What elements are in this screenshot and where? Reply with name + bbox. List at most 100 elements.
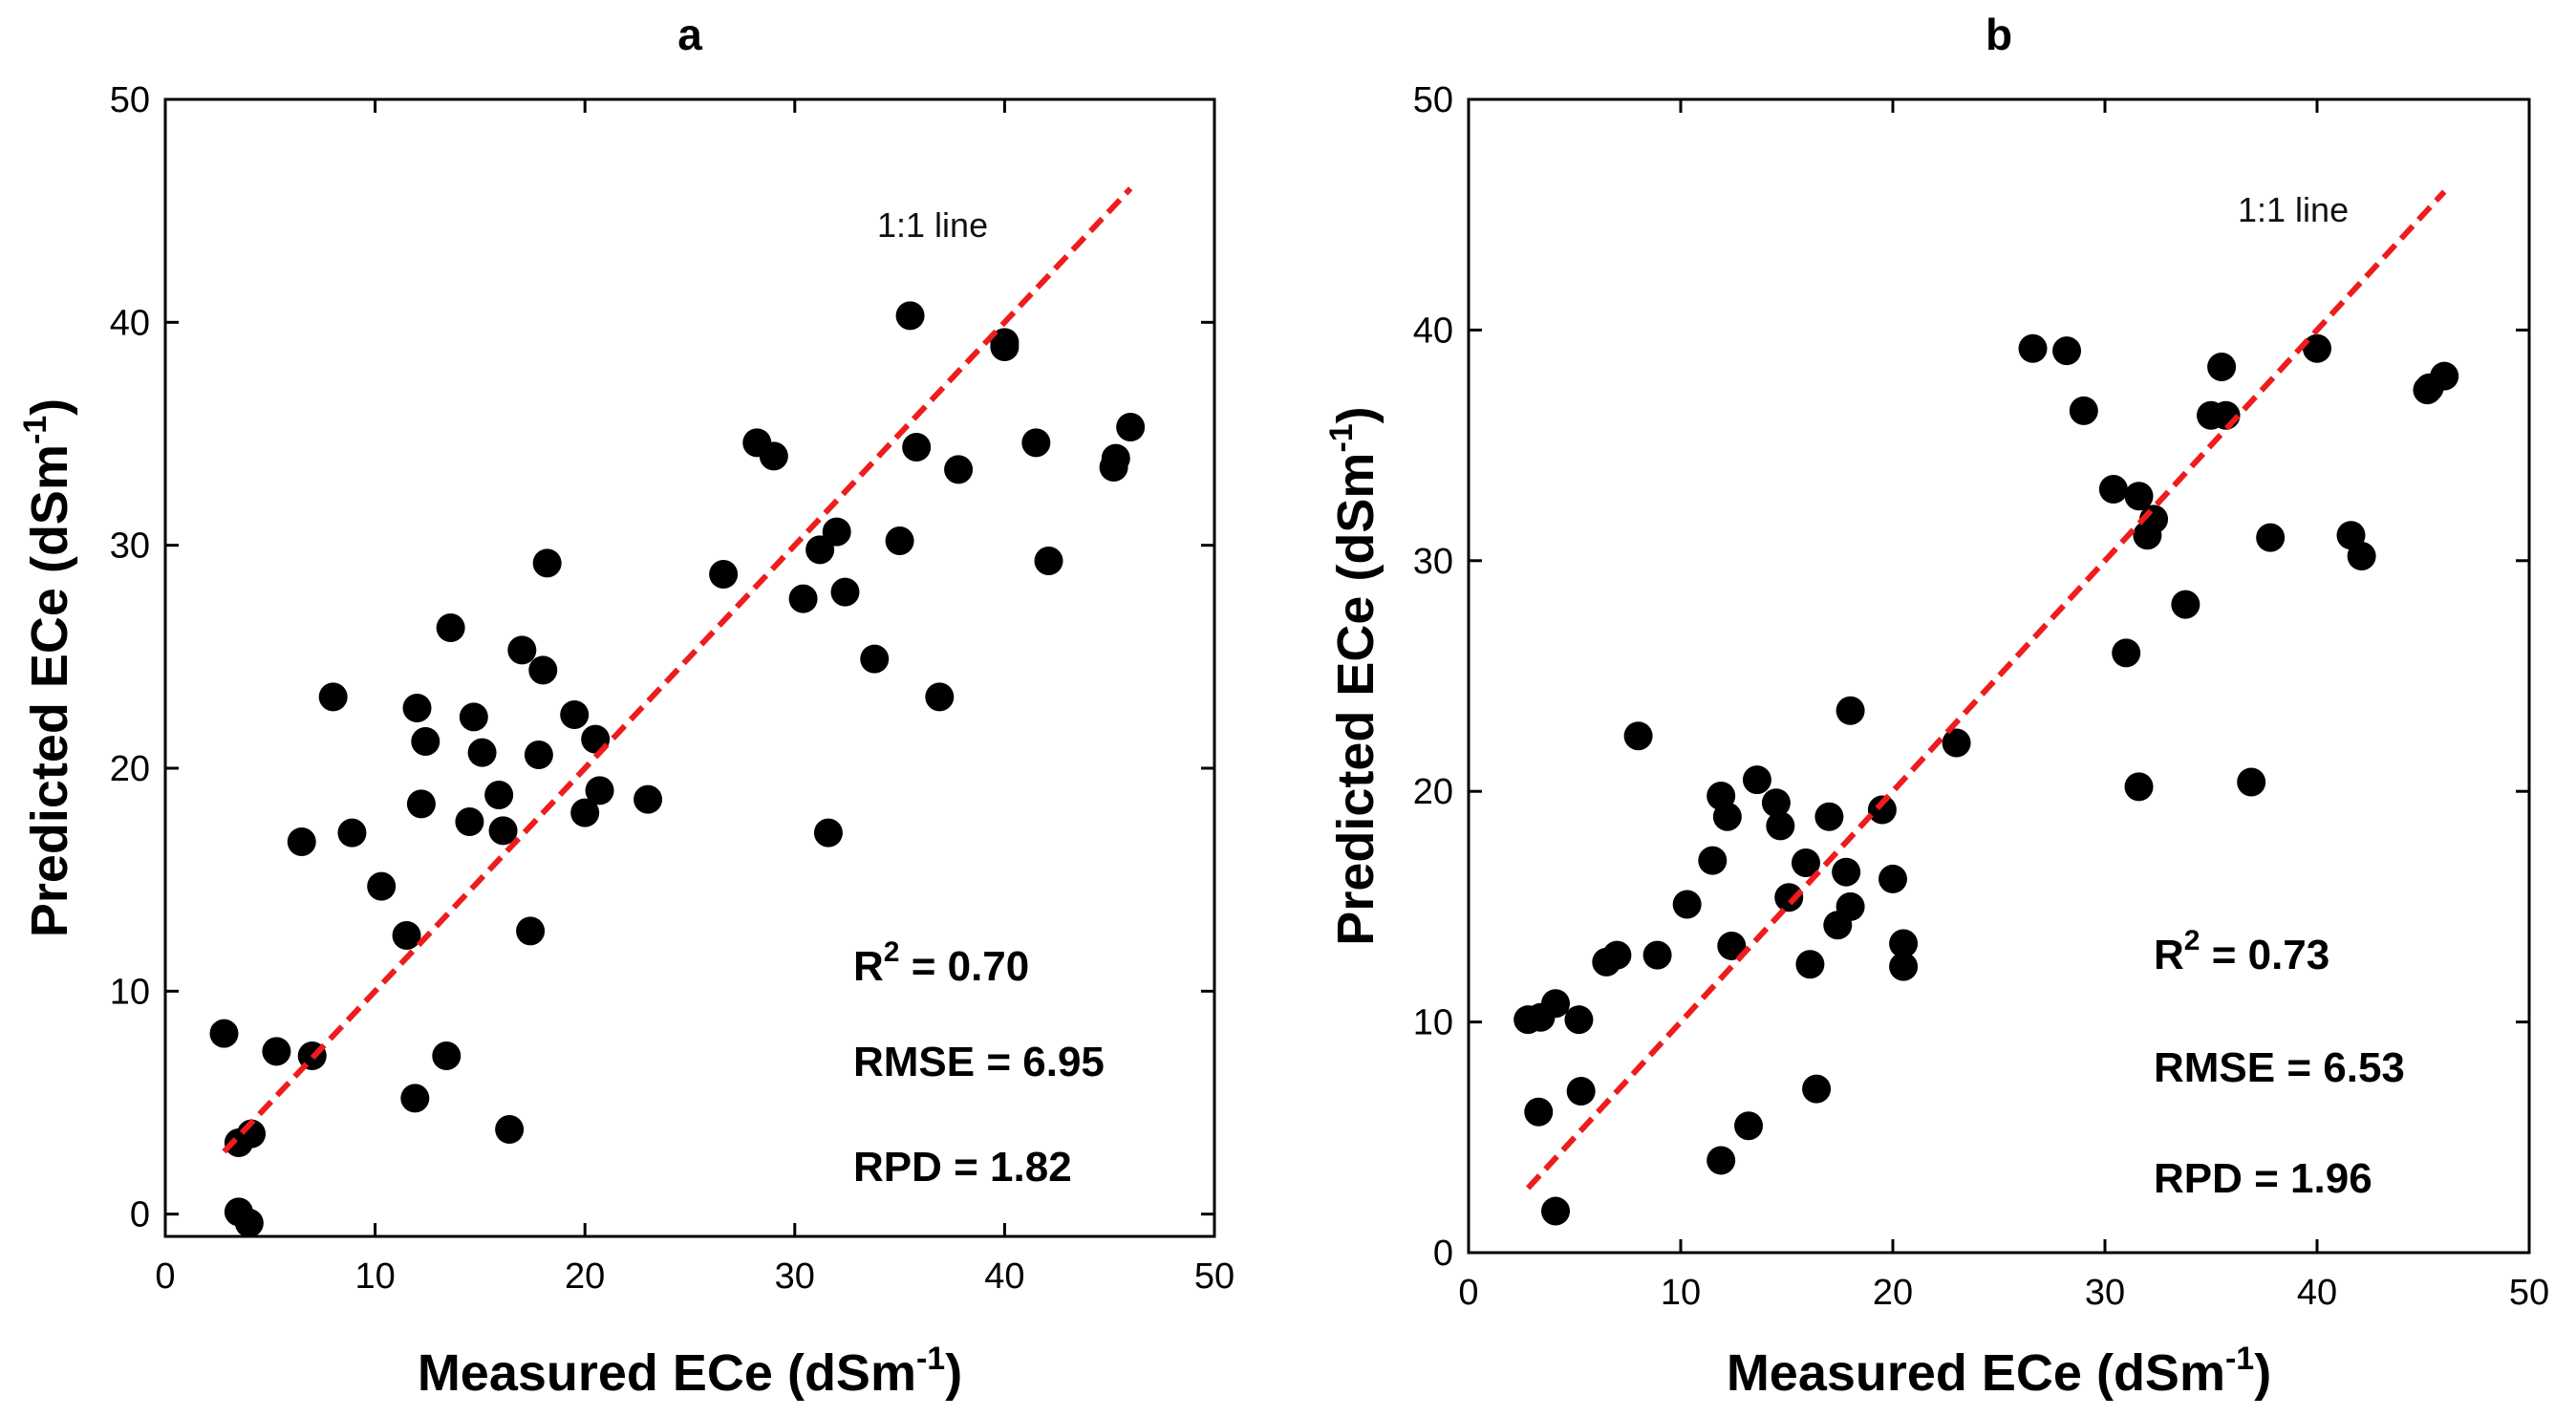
data-point xyxy=(2098,474,2128,504)
data-point xyxy=(860,644,890,674)
data-point xyxy=(1712,802,1742,831)
x-tick-label: 50 xyxy=(1194,1256,1234,1297)
data-point xyxy=(2207,353,2237,382)
x-tick-label: 0 xyxy=(155,1256,175,1297)
y-axis-label-close: ) xyxy=(1327,406,1385,423)
data-point xyxy=(455,807,484,836)
one-to-one-line xyxy=(222,186,1133,1154)
stat-label: RPD = 1.82 xyxy=(853,1144,1072,1191)
data-point xyxy=(2018,333,2048,363)
data-point xyxy=(1021,428,1051,458)
data-point xyxy=(1672,890,1702,919)
x-tick-label: 0 xyxy=(1458,1273,1478,1313)
data-point xyxy=(709,560,739,589)
data-point xyxy=(805,535,835,565)
y-tick-label: 10 xyxy=(1413,1003,1453,1043)
data-point xyxy=(2112,638,2141,668)
data-point xyxy=(633,784,663,814)
data-point xyxy=(1541,989,1571,1019)
data-point xyxy=(495,1115,525,1144)
data-point xyxy=(209,1019,239,1048)
data-point xyxy=(287,827,316,856)
stat-label: R2 = 0.73 xyxy=(2154,925,2329,978)
x-axis-label-close: ) xyxy=(2254,1344,2271,1402)
panel-title: a xyxy=(677,10,702,59)
data-point xyxy=(1623,721,1653,751)
data-point xyxy=(1742,765,1771,795)
x-axis-label: Measured ECe (dSm-1) xyxy=(418,1341,962,1402)
data-point xyxy=(367,871,397,901)
y-tick-label: 10 xyxy=(110,972,150,1012)
data-point xyxy=(436,613,465,642)
data-point xyxy=(944,455,974,484)
x-tick-label: 10 xyxy=(354,1256,395,1297)
y-axis-label: Predicted ECe (dSm-1) xyxy=(17,398,78,937)
data-point xyxy=(1734,1111,1764,1141)
data-point xyxy=(1698,846,1728,875)
data-point xyxy=(2347,541,2376,570)
stat-label-main: RPD = 1.96 xyxy=(2154,1155,2372,1202)
y-axis-label: Predicted ECe (dSm-1) xyxy=(1323,406,1385,945)
data-point xyxy=(813,818,843,848)
y-axis-label-text: Predicted ECe (dSm xyxy=(1327,453,1385,946)
stat-label-main: RPD = 1.82 xyxy=(853,1144,1072,1191)
data-point xyxy=(822,517,851,547)
y-tick-label: 30 xyxy=(1413,542,1453,582)
data-point xyxy=(524,741,553,769)
data-point xyxy=(411,727,440,756)
plot-frame xyxy=(163,97,1216,1238)
data-point xyxy=(1524,1097,1554,1127)
data-point xyxy=(830,577,860,607)
x-tick-label: 30 xyxy=(2085,1273,2125,1313)
data-point xyxy=(2430,361,2459,391)
y-axis-label-sup: -1 xyxy=(17,416,54,444)
data-point xyxy=(467,738,497,767)
data-point xyxy=(1832,857,1861,887)
data-point xyxy=(406,789,436,819)
data-point xyxy=(1802,1074,1832,1104)
data-point xyxy=(1878,864,1907,893)
data-point xyxy=(570,798,600,827)
stat-label-value: = 0.70 xyxy=(899,943,1029,990)
data-point xyxy=(392,921,421,950)
data-point xyxy=(488,816,518,846)
data-point xyxy=(1566,1077,1596,1106)
data-point xyxy=(1564,1005,1594,1035)
data-point xyxy=(990,328,1020,357)
data-point xyxy=(400,1084,430,1113)
data-point xyxy=(337,818,367,848)
x-tick-label: 40 xyxy=(984,1256,1024,1297)
x-axis-label-text: Measured ECe (dSm xyxy=(1727,1344,2225,1402)
stat-label-sup: 2 xyxy=(884,936,900,968)
data-point xyxy=(1795,950,1825,979)
data-point xyxy=(1602,940,1632,970)
one-to-one-line-label: 1:1 line xyxy=(877,205,988,245)
y-tick-label: 30 xyxy=(110,526,150,567)
data-point xyxy=(1774,883,1804,912)
y-tick-label: 20 xyxy=(110,749,150,789)
x-tick-label: 50 xyxy=(2509,1273,2549,1313)
stat-label: RMSE = 6.53 xyxy=(2154,1044,2405,1091)
one-to-one-line xyxy=(1525,189,2447,1191)
data-point xyxy=(585,776,614,805)
stat-label-sup: 2 xyxy=(2184,925,2200,956)
stat-label-main: R xyxy=(853,943,884,990)
data-point xyxy=(1707,1146,1736,1175)
data-point xyxy=(507,635,537,665)
y-tick-label: 50 xyxy=(1413,80,1453,120)
stat-label-value: = 0.73 xyxy=(2200,932,2329,978)
data-point xyxy=(2256,523,2286,552)
x-axis-label: Measured ECe (dSm-1) xyxy=(1727,1341,2271,1402)
one-to-one-line-label: 1:1 line xyxy=(2238,190,2349,229)
data-point xyxy=(2052,336,2082,366)
x-tick-label: 20 xyxy=(565,1256,605,1297)
y-tick-label: 0 xyxy=(130,1195,150,1235)
data-point xyxy=(560,700,590,729)
data-point xyxy=(1101,443,1130,473)
data-point xyxy=(484,781,514,809)
plot-frame xyxy=(1467,97,2531,1255)
stat-label: R2 = 0.70 xyxy=(853,936,1029,990)
data-point xyxy=(925,682,955,712)
stat-label-main: R xyxy=(2154,932,2184,978)
